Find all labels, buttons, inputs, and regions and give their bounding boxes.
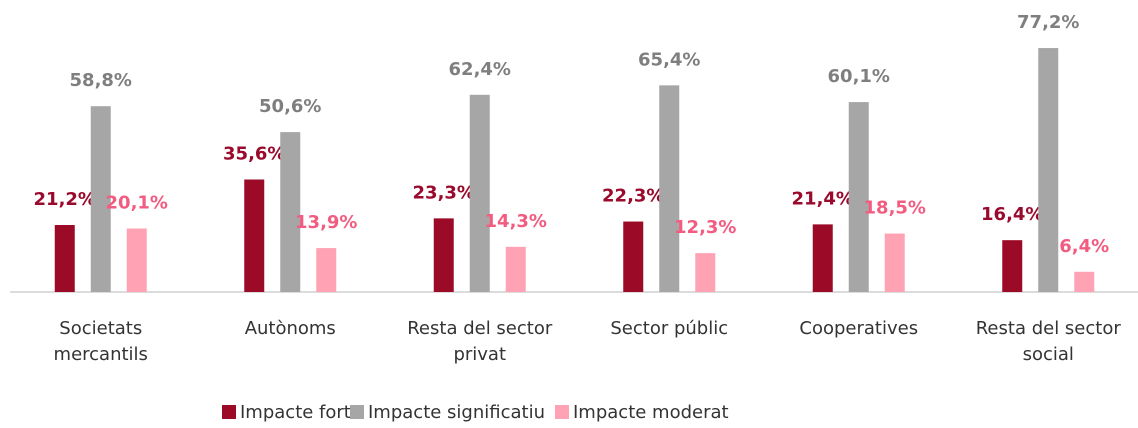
legend-swatch: [350, 405, 364, 419]
bar: [659, 85, 680, 292]
data-label: 35,6%: [223, 144, 285, 165]
bar: [244, 179, 265, 292]
data-label: 23,3%: [413, 182, 475, 203]
data-label: 77,2%: [1017, 12, 1079, 33]
x-tick-label: Resta del sector privat: [407, 318, 553, 365]
legend-label: Impacte moderat: [573, 402, 729, 423]
bar: [1074, 271, 1095, 292]
x-tick-label: Autònoms: [244, 318, 336, 339]
data-label: 58,8%: [70, 70, 132, 91]
data-label: 20,1%: [106, 192, 168, 213]
bar: [54, 225, 75, 292]
data-label: 60,1%: [828, 66, 890, 87]
data-label: 12,3%: [674, 217, 736, 238]
data-label: 50,6%: [259, 96, 321, 117]
data-label: 62,4%: [449, 59, 511, 80]
data-label: 14,3%: [485, 211, 547, 232]
data-label: 18,5%: [864, 198, 926, 219]
bar: [126, 228, 147, 292]
data-label: 21,4%: [792, 188, 854, 209]
bar: [1002, 240, 1023, 292]
x-tick-label: Resta del sector social: [975, 318, 1121, 365]
bar: [812, 224, 833, 292]
data-label: 6,4%: [1059, 236, 1109, 257]
bar: [884, 233, 905, 292]
bar: [848, 102, 869, 292]
bar: [90, 106, 111, 292]
legend-label: Impacte significatiu: [368, 402, 545, 423]
data-label: 21,2%: [34, 189, 96, 210]
x-tick-label: Societats mercantils: [53, 318, 148, 365]
bar: [623, 221, 644, 292]
legend-swatch: [222, 405, 236, 419]
bar: [316, 248, 337, 292]
data-label: 16,4%: [981, 204, 1043, 225]
bar: [695, 253, 716, 292]
legend-swatch: [555, 405, 569, 419]
data-label: 22,3%: [602, 186, 664, 207]
x-tick-label: Cooperatives: [799, 318, 919, 339]
data-label: 13,9%: [295, 212, 357, 233]
data-label: 65,4%: [638, 49, 700, 70]
legend-label: Impacte fort: [240, 402, 351, 423]
bar: [505, 246, 526, 292]
bar: [280, 132, 301, 292]
bar: [433, 218, 454, 292]
bar: [1038, 48, 1059, 292]
bar: [469, 94, 490, 292]
x-tick-label: Sector públic: [610, 318, 729, 339]
